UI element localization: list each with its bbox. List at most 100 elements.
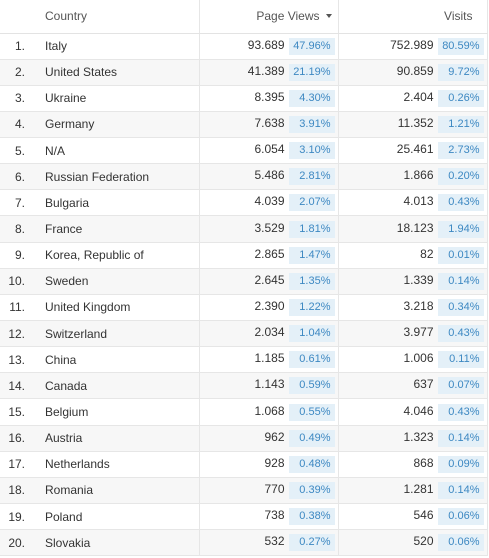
row-visits-cell: 637 0.07% bbox=[337, 372, 488, 400]
row-page-views-percent: 0.61% bbox=[288, 351, 335, 369]
row-page-views-percent: 1.04% bbox=[288, 325, 335, 343]
row-visits: 3.977 bbox=[403, 325, 434, 340]
table-row[interactable]: 1. Italy 93.689 47.96% 752.989 80.59% bbox=[0, 33, 488, 60]
row-visits-percent: 0.11% bbox=[437, 351, 484, 369]
row-index: 15. bbox=[0, 398, 36, 426]
row-index: 8. bbox=[0, 215, 36, 243]
table-row[interactable]: 4. Germany 7.638 3.91% 11.352 1.21% bbox=[0, 111, 488, 139]
row-visits: 11.352 bbox=[397, 115, 434, 130]
table-row[interactable]: 5. N/A 6.054 3.10% 25.461 2.73% bbox=[0, 137, 488, 165]
row-country[interactable]: Bulgaria bbox=[36, 189, 199, 217]
header-visits[interactable]: Visits bbox=[337, 0, 488, 34]
table-row[interactable]: 18. Romania 770 0.39% 1.281 0.14% bbox=[0, 477, 488, 505]
row-page-views-percent: 2.07% bbox=[288, 194, 335, 212]
row-country[interactable]: Romania bbox=[36, 477, 199, 505]
row-visits-cell: 546 0.06% bbox=[337, 503, 488, 531]
row-visits: 4.046 bbox=[403, 403, 434, 418]
row-country[interactable]: Netherlands bbox=[36, 451, 199, 478]
table-row[interactable]: 16. Austria 962 0.49% 1.323 0.14% bbox=[0, 425, 488, 452]
row-country[interactable]: France bbox=[36, 215, 199, 243]
table-row[interactable]: 2. United States 41.389 21.19% 90.859 9.72% bbox=[0, 59, 488, 86]
row-visits-percent: 0.14% bbox=[437, 272, 484, 290]
row-visits-percent: 0.01% bbox=[437, 246, 484, 264]
row-index: 2. bbox=[0, 59, 36, 86]
row-country[interactable]: United Kingdom bbox=[36, 294, 199, 322]
row-country[interactable]: United States bbox=[36, 59, 199, 86]
row-country[interactable]: China bbox=[36, 346, 199, 374]
row-index: 4. bbox=[0, 111, 36, 139]
table-row[interactable]: 15. Belgium 1.068 0.55% 4.046 0.43% bbox=[0, 398, 488, 426]
row-page-views-percent: 0.55% bbox=[288, 403, 335, 421]
header-country[interactable]: Country bbox=[36, 0, 199, 34]
row-index: 14. bbox=[0, 372, 36, 400]
table-row[interactable]: 10. Sweden 2.645 1.35% 1.339 0.14% bbox=[0, 268, 488, 295]
row-visits-percent: 0.26% bbox=[437, 89, 484, 107]
row-country[interactable]: Switzerland bbox=[36, 320, 199, 348]
row-page-views-percent: 0.38% bbox=[288, 508, 335, 526]
row-page-views-percent: 0.59% bbox=[288, 377, 335, 395]
row-page-views: 1.143 bbox=[254, 377, 285, 392]
row-page-views: 41.389 bbox=[247, 63, 285, 78]
row-visits: 637 bbox=[413, 377, 434, 392]
row-country[interactable]: N/A bbox=[36, 137, 199, 165]
row-page-views: 7.638 bbox=[254, 115, 285, 130]
row-index: 11. bbox=[0, 294, 36, 322]
row-visits-cell: 3.218 0.34% bbox=[337, 294, 488, 322]
table-body: 1. Italy 93.689 47.96% 752.989 80.59% 2. United… bbox=[0, 33, 488, 557]
table-row[interactable]: 9. Korea, Republic of 2.865 1.47% 82 0.01% bbox=[0, 242, 488, 269]
table-row[interactable]: 13. China 1.185 0.61% 1.006 0.11% bbox=[0, 346, 488, 374]
row-page-views: 770 bbox=[264, 481, 285, 496]
row-visits-cell: 4.046 0.43% bbox=[337, 398, 488, 426]
row-page-views-cell: 93.689 47.96% bbox=[198, 33, 338, 60]
row-page-views-percent: 1.47% bbox=[288, 246, 335, 264]
row-page-views: 6.054 bbox=[254, 142, 285, 157]
row-visits: 1.339 bbox=[403, 272, 434, 287]
row-visits-cell: 11.352 1.21% bbox=[337, 111, 488, 139]
row-country[interactable]: Slovakia bbox=[36, 529, 199, 557]
table-row[interactable]: 17. Netherlands 928 0.48% 868 0.09% bbox=[0, 451, 488, 478]
table-row[interactable]: 14. Canada 1.143 0.59% 637 0.07% bbox=[0, 372, 488, 400]
row-visits-percent: 80.59% bbox=[437, 37, 484, 55]
row-country[interactable]: Italy bbox=[36, 33, 199, 60]
row-page-views-cell: 962 0.49% bbox=[198, 425, 338, 452]
table-row[interactable]: 20. Slovakia 532 0.27% 520 0.06% bbox=[0, 529, 488, 557]
row-visits-percent: 0.14% bbox=[437, 429, 484, 447]
row-page-views-cell: 8.395 4.30% bbox=[198, 85, 338, 112]
row-page-views-percent: 21.19% bbox=[288, 63, 335, 81]
table-row[interactable]: 12. Switzerland 2.034 1.04% 3.977 0.43% bbox=[0, 320, 488, 348]
table-row[interactable]: 3. Ukraine 8.395 4.30% 2.404 0.26% bbox=[0, 85, 488, 112]
header-index bbox=[0, 0, 36, 34]
header-page-views-label: Page Views bbox=[256, 9, 320, 24]
table-row[interactable]: 11. United Kingdom 2.390 1.22% 3.218 0.34% bbox=[0, 294, 488, 322]
row-country[interactable]: Russian Federation bbox=[36, 163, 199, 191]
row-page-views-percent: 4.30% bbox=[288, 89, 335, 107]
row-country[interactable]: Austria bbox=[36, 425, 199, 452]
row-page-views: 5.486 bbox=[254, 168, 285, 183]
row-country[interactable]: Poland bbox=[36, 503, 199, 531]
row-page-views-percent: 0.49% bbox=[288, 429, 335, 447]
row-index: 17. bbox=[0, 451, 36, 478]
row-visits-cell: 2.404 0.26% bbox=[337, 85, 488, 112]
row-page-views-cell: 532 0.27% bbox=[198, 529, 338, 557]
row-visits-cell: 90.859 9.72% bbox=[337, 59, 488, 86]
row-country[interactable]: Sweden bbox=[36, 268, 199, 295]
row-visits-cell: 18.123 1.94% bbox=[337, 215, 488, 243]
row-page-views-cell: 4.039 2.07% bbox=[198, 189, 338, 217]
table-row[interactable]: 7. Bulgaria 4.039 2.07% 4.013 0.43% bbox=[0, 189, 488, 217]
row-page-views: 93.689 bbox=[247, 37, 285, 52]
row-country[interactable]: Canada bbox=[36, 372, 199, 400]
row-country[interactable]: Korea, Republic of bbox=[36, 242, 199, 269]
row-page-views-percent: 0.39% bbox=[288, 481, 335, 499]
sort-descending-icon bbox=[325, 14, 332, 19]
row-visits-cell: 520 0.06% bbox=[337, 529, 488, 557]
row-page-views-cell: 2.645 1.35% bbox=[198, 268, 338, 295]
header-page-views[interactable]: Page Views bbox=[198, 0, 338, 34]
table-row[interactable]: 19. Poland 738 0.38% 546 0.06% bbox=[0, 503, 488, 531]
row-country[interactable]: Belgium bbox=[36, 398, 199, 426]
row-country[interactable]: Ukraine bbox=[36, 85, 199, 112]
table-row[interactable]: 6. Russian Federation 5.486 2.81% 1.866 0.20% bbox=[0, 163, 488, 191]
row-index: 9. bbox=[0, 242, 36, 269]
row-country[interactable]: Germany bbox=[36, 111, 199, 139]
table-row[interactable]: 8. France 3.529 1.81% 18.123 1.94% bbox=[0, 215, 488, 243]
row-page-views-cell: 738 0.38% bbox=[198, 503, 338, 531]
